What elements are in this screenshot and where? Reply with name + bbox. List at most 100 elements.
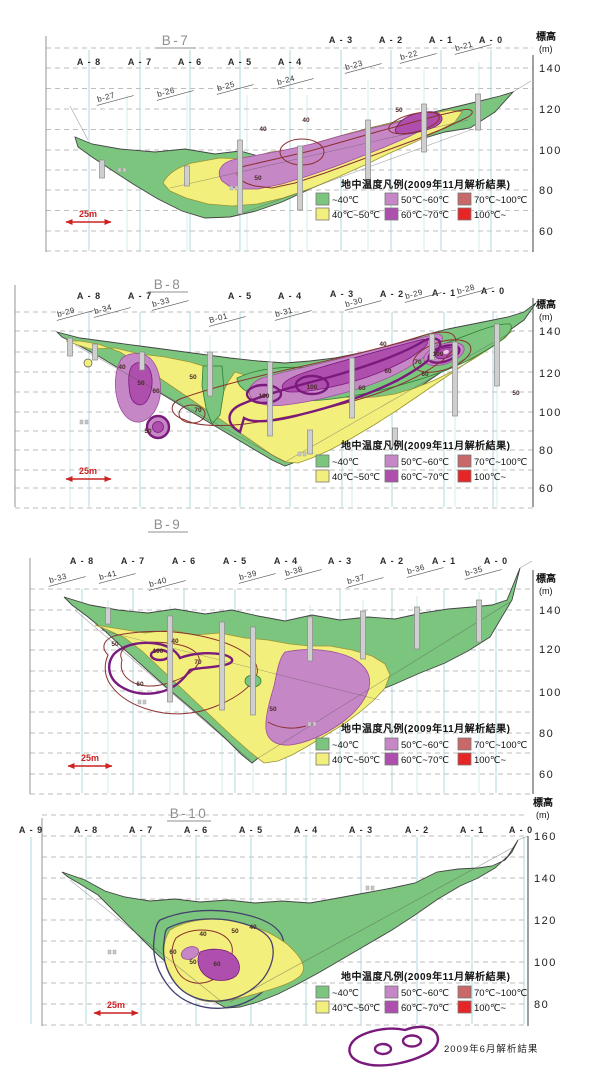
contour-label: 70 [414,359,422,366]
contour-label: 40 [379,341,387,348]
contour-label: 100 [153,648,164,655]
borehole-label: b-33 [48,572,68,585]
contour-label: 50 [189,959,197,966]
borehole-label: b-23 [344,59,364,72]
borehole-label: b-21 [454,40,474,53]
legend-swatch [315,1000,330,1014]
tick: 60 [539,226,554,238]
scale-label: 25m [107,1000,125,1010]
b7-boreholes [99,93,481,215]
contour-label: 60 [213,961,221,968]
section-label: A - 8 [77,291,101,301]
borehole-label: b-24 [276,74,296,87]
legend-label: 70℃~100℃ [474,457,528,468]
legend-title: 地中温度凡例(2009年11月解析結果) [341,970,510,983]
borehole-label: b-33 [151,296,171,309]
borehole-label: b-34 [93,303,113,316]
legend-swatch [384,1000,399,1014]
section-label: A - 1 [432,288,456,298]
b10-scale-bar: 25m [93,1000,139,1016]
tick: 80 [539,445,554,457]
tick: 120 [539,104,562,116]
b8-legend: 地中温度凡例(2009年11月解析結果) ~40℃ 50℃~60℃ 70℃~10… [315,439,528,483]
contour-label: 50 [512,390,520,397]
legend-label: 50℃~60℃ [401,740,449,751]
contour-label: 100 [259,393,270,400]
section-label: A - 3 [328,556,352,566]
axis-label: 標高 [536,572,556,585]
contour-label: 50 [395,107,403,114]
section-label: A - 5 [228,291,252,301]
legend-swatch [315,469,330,483]
legend-swatch [384,192,399,206]
legend-label: 100℃~ [474,1003,507,1014]
section-label: A - 0 [481,286,505,296]
section-label: A - 9 [19,825,43,835]
b8-contour-labels: 40 50 60 50 70 50 100 100 40 60 70 100 6… [118,341,520,435]
legend-label: ~40℃ [332,740,359,751]
tick: 60 [539,483,554,495]
legend-label: 40℃~50℃ [332,472,380,483]
legend-swatch [315,985,330,999]
legend-swatch [457,752,472,766]
b9-boreholes [105,599,482,727]
borehole-label: b-41 [98,569,118,582]
section-label: A - 1 [432,556,456,566]
panel-b10: B-10 標高 (m) 160 140 120 100 80 A - 9 A -… [19,796,557,1026]
b10-legend: 地中温度凡例(2009年11月解析結果) ~40℃ 50℃~60℃ 70℃~10… [315,970,528,1014]
section-label: A - 7 [129,825,153,835]
b8-borehole-labels: b-29 b-34 b-33 B-01 b-31 b-30 b-29 b-28 [56,283,494,327]
scale-label: 25m [79,209,97,219]
contour-label: 40 [199,931,207,938]
legend-label: ~40℃ [332,457,359,468]
legend-swatch [384,207,399,221]
legend-swatch [384,985,399,999]
tick: 120 [539,644,562,656]
panel-title: B-9 [154,517,183,532]
scale-label: 25m [81,753,99,763]
b7-section-labels: A - 8 A - 7 A - 6 A - 5 A - 4 A - 3 A - … [77,35,502,67]
borehole-label: b-28 [456,283,476,296]
section-label: A - 7 [128,57,152,67]
tick: 140 [539,63,562,75]
contour-label: 70 [194,659,202,666]
section-label: A - 2 [379,35,403,45]
tick: 160 [534,831,557,843]
contour-label: 60 [136,681,144,688]
borehole-label: b-38 [284,565,304,578]
scale-label: 25m [79,466,97,476]
section-label: A - 7 [121,556,145,566]
b9-contour-labels: 50 40 100 70 60 50 [111,638,277,713]
b8-section-labels: A - 8 A - 7 A - 5 A - 4 A - 3 A - 2 A - … [77,286,505,301]
section-label: A - 0 [484,556,508,566]
tick: 100 [534,957,557,969]
legend-label: 60℃~70℃ [401,755,449,766]
section-label: A - 4 [274,556,298,566]
b7-elevation-axis: 標高 (m) 140 120 100 80 60 [536,30,562,238]
section-label: A - 1 [429,35,453,45]
legend-label: 70℃~100℃ [474,195,528,206]
legend-label: 60℃~70℃ [401,210,449,221]
legend-label: 40℃~50℃ [332,210,380,221]
contour-label: 40 [118,364,126,371]
b9-elevation-axis: 標高 (m) 140 120 100 80 60 [536,572,562,781]
b10-contour-labels: 40 50 40 60 50 60 [169,924,257,968]
panel-title: B-8 [154,277,183,292]
legend-swatch [384,752,399,766]
panel-b9: B-9 標高 (m) 140 120 100 80 60 A - 8 A - 7… [29,517,562,795]
borehole-label: b-35 [464,565,484,578]
tick: 80 [534,999,549,1011]
legend-swatch [457,985,472,999]
contour-label: 40 [249,924,257,931]
contour-label: 60 [169,949,177,956]
section-label: A - 0 [509,825,533,835]
tick: 80 [539,728,554,740]
b8-scale-bar: 25m [65,466,112,482]
legend-swatch [457,192,472,206]
legend-label: ~40℃ [332,195,359,206]
legend-swatch [384,469,399,483]
section-label: A - 6 [184,825,208,835]
borehole-label: b-26 [156,86,176,99]
legend-label: 70℃~100℃ [474,988,528,999]
b10-terrain [61,835,529,1009]
